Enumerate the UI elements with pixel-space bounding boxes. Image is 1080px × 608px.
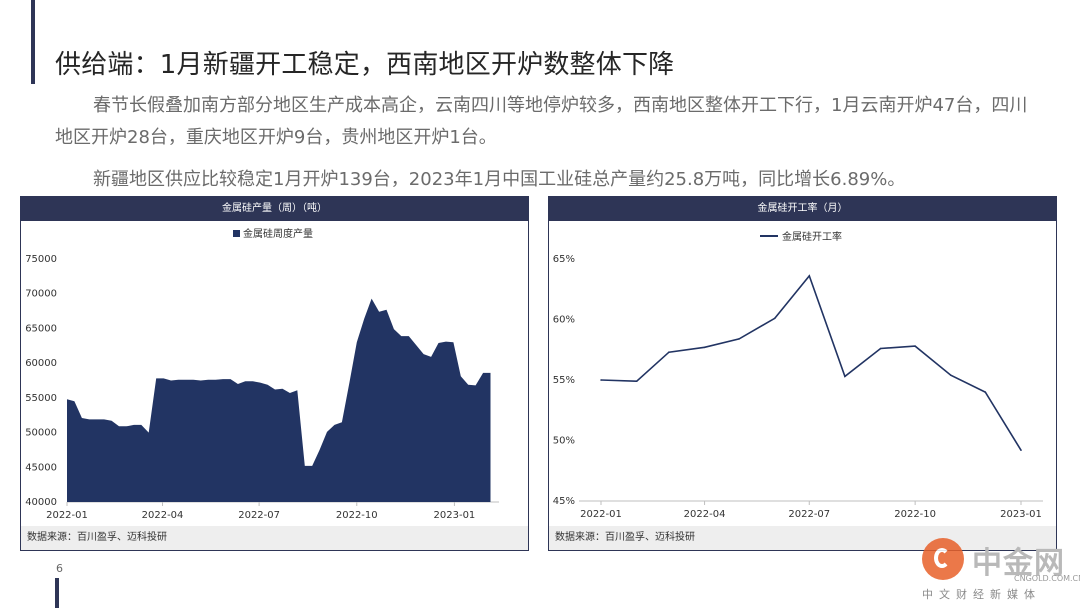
data-point <box>600 379 602 381</box>
y-tick-label: 40000 <box>25 497 57 508</box>
watermark: 中金网 CNGOLD.COM.CN 中文财经新媒体 <box>918 534 1080 604</box>
x-tick-label: 2022-10 <box>336 510 378 521</box>
x-tick-label: 2022-01 <box>46 510 88 521</box>
y-tick-label: 65000 <box>25 323 57 334</box>
legend-swatch <box>233 230 240 237</box>
data-point <box>808 275 811 277</box>
x-tick-label: 2022-01 <box>580 509 622 520</box>
accent-bar-top <box>31 0 35 84</box>
legend-label: 金属硅开工率 <box>782 230 842 243</box>
watermark-brand: 中金网 <box>972 546 1065 581</box>
chart-title: 金属硅开工率（月） <box>549 197 1056 221</box>
data-point <box>773 317 776 320</box>
y-tick-label: 60000 <box>25 358 57 369</box>
watermark-tagline: 中文财经新媒体 <box>922 588 1041 601</box>
weekly-output-chart-panel: 金属硅产量（周）（吨） 金属硅周度产量 40000 45000 50000 55000 6… <box>20 196 529 551</box>
series-area-weekly-output <box>67 298 491 502</box>
y-tick-label: 75000 <box>25 254 57 265</box>
data-point <box>879 347 882 350</box>
data-point <box>738 338 740 340</box>
chart-source: 数据来源：百川盈孚、迈科投研 <box>549 526 1056 550</box>
paragraph-southwest: 春节长假叠加南方部分地区生产成本高企，云南四川等地停炉较多，西南地区整体开工下行… <box>55 95 1028 148</box>
y-tick-label: 65% <box>553 254 575 265</box>
x-tick-label: 2022-10 <box>894 509 936 520</box>
x-tick-label: 2022-07 <box>238 510 280 521</box>
data-point <box>703 346 706 349</box>
utilization-chart-panel: 金属硅开工率（月） 金属硅开工率 45% 50% 55% 60% 65% 2022-01 20… <box>548 196 1057 551</box>
y-tick-label: 45% <box>553 496 575 507</box>
x-tick-label: 2022-04 <box>142 510 184 521</box>
chart-source: 数据来源：百川盈孚、迈科投研 <box>21 526 528 550</box>
utilization-chart: 金属硅开工率 45% 50% 55% 60% 65% 2022-01 2022-04 2022-… <box>553 230 1043 520</box>
x-tick-label: 2022-04 <box>684 509 726 520</box>
y-tick-label: 70000 <box>25 289 57 300</box>
data-point <box>950 374 952 376</box>
accent-bar-bottom <box>55 578 59 608</box>
y-tick-label: 55000 <box>25 393 57 404</box>
y-tick-label: 50% <box>553 436 575 447</box>
legend-label: 金属硅周度产量 <box>243 227 313 240</box>
weekly-output-chart: 金属硅周度产量 40000 45000 50000 55000 60000 65000 700… <box>25 227 499 521</box>
data-point <box>984 391 987 393</box>
x-tick-label: 2023-01 <box>1000 509 1042 520</box>
y-tick-label: 55% <box>553 375 575 386</box>
y-tick-label: 50000 <box>25 428 57 439</box>
data-point <box>914 345 916 347</box>
watermark-url: CNGOLD.COM.CN <box>1014 574 1080 583</box>
paragraph-xinjiang: 新疆地区供应比较稳定1月开炉139台，2023年1月中国工业硅总产量约25.8万… <box>93 169 906 190</box>
cngold-logo-icon <box>922 538 964 580</box>
slide-title: 供给端：1月新疆开工稳定，西南地区开炉数整体下降 <box>55 50 675 80</box>
data-point <box>668 351 670 353</box>
x-tick-label: 2022-07 <box>788 509 830 520</box>
data-point <box>844 375 846 378</box>
series-line-utilization <box>600 274 1022 451</box>
data-point <box>1020 449 1022 451</box>
x-tick-label: 2023-01 <box>434 510 476 521</box>
page-number: 6 <box>56 562 63 575</box>
y-tick-label: 60% <box>553 315 575 326</box>
data-point <box>635 380 638 383</box>
chart-title: 金属硅产量（周）（吨） <box>21 197 528 221</box>
y-tick-label: 45000 <box>25 462 57 473</box>
